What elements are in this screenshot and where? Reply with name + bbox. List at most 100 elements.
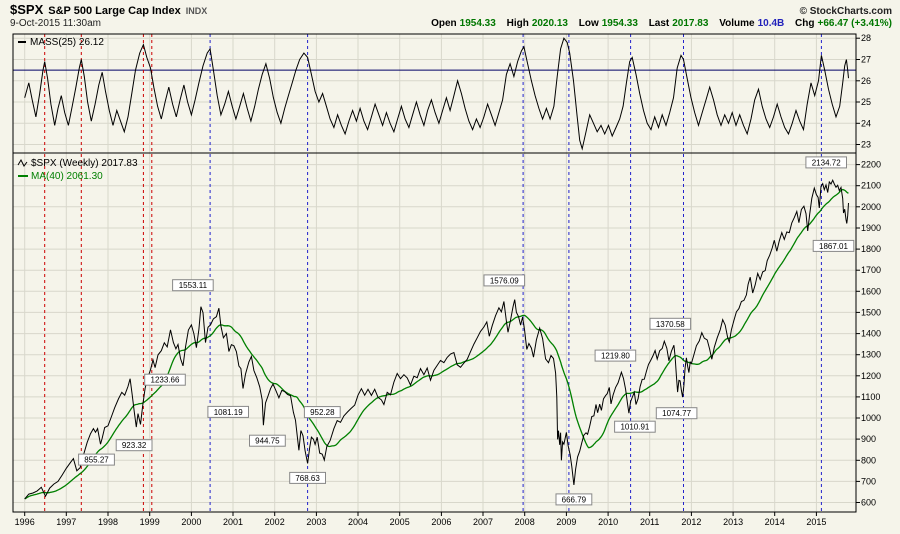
mass-index-series — [24, 37, 849, 151]
quote-high-label: High — [506, 18, 529, 29]
quote-last-value: 2017.83 — [672, 18, 709, 29]
ma-legend: MA(40) 2061.30 — [31, 171, 103, 182]
year-label: 2010 — [598, 517, 618, 527]
chart-datetime: 9-Oct-2015 11:30am — [10, 18, 101, 29]
price-label: 1219.80 — [601, 352, 630, 361]
quote-line: Open 1954.33 High 2020.13 Low 1954.33 Last 2… — [423, 18, 892, 29]
year-label: 2008 — [515, 517, 535, 527]
y-axis-label: 1600 — [861, 286, 881, 296]
price-label-box — [144, 373, 186, 386]
year-label: 2011 — [640, 517, 659, 527]
year-label: 1996 — [15, 517, 35, 527]
y-axis-label: 800 — [861, 455, 876, 465]
x-axis: 1996 1997 1998 1999 2000 2001 2002 2003 2004 2005… — [15, 512, 826, 527]
price-label: 768.63 — [295, 474, 320, 483]
y-axis-label: 1300 — [861, 350, 881, 360]
quote-volume-value: 10.4B — [757, 18, 785, 29]
price-label-box — [594, 349, 637, 362]
exchange: INDX — [185, 6, 208, 16]
price-label-box — [289, 471, 327, 484]
price-label: 1370.58 — [656, 320, 685, 329]
y-axis-label: 1100 — [861, 392, 880, 402]
price-label-box — [614, 420, 656, 433]
y-axis-label: 26 — [861, 76, 871, 86]
price-label-box — [812, 239, 855, 252]
y-axis-label: 24 — [861, 118, 871, 128]
year-label: 2001 — [223, 517, 243, 527]
ma40-series — [24, 188, 849, 500]
quote-open-label: Open — [431, 18, 457, 29]
price-label: 944.75 — [255, 437, 280, 446]
price-label: 1074.77 — [662, 409, 691, 418]
price-label-box — [655, 407, 698, 420]
price-label: 1553.11 — [179, 281, 208, 290]
price-label: 1010.91 — [620, 423, 649, 432]
price-label: 1081.19 — [214, 408, 243, 417]
y-axis-label: 600 — [861, 498, 876, 508]
plot-border — [12, 33, 857, 513]
spx-price-series — [24, 178, 849, 500]
price-label-box — [649, 317, 692, 330]
year-label: 2014 — [765, 517, 785, 527]
year-label: 2004 — [348, 517, 368, 527]
y-axis-label: 700 — [861, 476, 876, 486]
y-axis-label: 2000 — [861, 202, 881, 212]
price-label: 923.32 — [122, 441, 147, 450]
y-axis-label: 1500 — [861, 307, 881, 317]
index-name: S&P 500 Large Cap Index — [48, 5, 181, 17]
quote-volume-label: Volume — [719, 18, 755, 29]
price-label: 952.28 — [310, 408, 335, 417]
mass-legend: MASS(25) 26.12 — [30, 37, 104, 48]
quote-last-label: Last — [648, 18, 670, 29]
y-axis-label: 1000 — [861, 413, 881, 423]
y-axis-label: 1800 — [861, 244, 881, 254]
year-label: 2013 — [723, 517, 743, 527]
quote-change-label: Chg — [795, 18, 815, 29]
y-axis-label: 900 — [861, 434, 876, 444]
copyright: © StockCharts.com — [799, 6, 892, 17]
price-annotations: 855.27 923.32 1233.66 1553.11 1081.19 944.75 7… — [78, 156, 855, 506]
y-axis-label: 1900 — [861, 223, 881, 233]
signal-vlines — [44, 34, 822, 512]
panel-legends: MASS(25) 26.12 $SPX (Weekly) 2017.83 MA(40… — [17, 37, 138, 182]
price-label: 855.27 — [84, 456, 109, 465]
year-label: 2002 — [265, 517, 285, 527]
y-axis-label: 27 — [861, 55, 871, 65]
y-axis-label: 1700 — [861, 265, 881, 275]
year-label: 2012 — [681, 517, 701, 527]
year-label: 2003 — [306, 517, 326, 527]
chart-canvas: 23 24 25 26 27 28 600 700 800 900 1000 1100 1200 1300… — [12, 33, 881, 527]
price-label-box — [805, 156, 848, 169]
year-label: 2006 — [431, 517, 451, 527]
year-label: 1998 — [98, 517, 118, 527]
quote-low-label: Low — [578, 18, 599, 29]
chart-header: $SPX S&P 500 Large Cap Index INDX © Stoc… — [0, 0, 900, 32]
quote-high-value: 2020.13 — [531, 18, 568, 29]
right-axis: 23 24 25 26 27 28 600 700 800 900 1000 1100 1200 1300… — [856, 33, 881, 508]
quote-open-value: 1954.33 — [459, 18, 496, 29]
spx-legend: $SPX (Weekly) 2017.83 — [31, 158, 138, 169]
price-label: 666.79 — [562, 495, 587, 504]
y-axis-label: 28 — [861, 33, 871, 43]
price-label: 2134.72 — [812, 158, 841, 167]
price-label-box — [303, 406, 341, 419]
price-label-box — [78, 453, 115, 466]
y-axis-label: 2200 — [861, 160, 881, 170]
year-label: 1997 — [56, 517, 76, 527]
price-label: 1867.01 — [819, 242, 848, 251]
price-label-box — [172, 279, 214, 292]
price-label-box — [483, 274, 526, 287]
year-label: 1999 — [140, 517, 160, 527]
y-axis-label: 23 — [861, 140, 871, 150]
year-label: 2007 — [473, 517, 493, 527]
y-axis-label: 2100 — [861, 181, 881, 191]
year-label: 2009 — [556, 517, 576, 527]
price-series-icon — [17, 158, 28, 167]
price-label-box — [555, 493, 593, 506]
symbol: $SPX — [10, 2, 44, 17]
quote-low-value: 1954.33 — [601, 18, 638, 29]
price-label-box — [115, 439, 153, 452]
price-label: 1233.66 — [151, 376, 180, 385]
price-label-box — [207, 405, 249, 418]
year-label: 2000 — [181, 517, 201, 527]
